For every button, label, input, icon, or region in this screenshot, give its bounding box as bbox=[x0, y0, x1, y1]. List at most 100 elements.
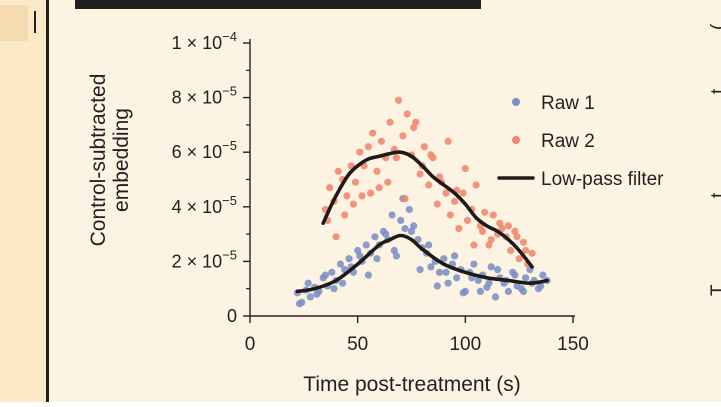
raw2-point bbox=[446, 211, 454, 219]
raw1-point bbox=[339, 279, 347, 287]
raw1-point bbox=[491, 293, 500, 301]
raw2-point bbox=[472, 181, 480, 189]
raw2-point bbox=[485, 241, 493, 249]
x-tick-label: 50 bbox=[347, 334, 368, 355]
legend-raw2-marker bbox=[512, 136, 520, 144]
y-tick-label: 4 × 10−5 bbox=[172, 193, 237, 217]
raw1-point bbox=[313, 290, 321, 298]
panel-background bbox=[48, 0, 721, 402]
raw2-point bbox=[455, 225, 463, 233]
raw2-point bbox=[479, 227, 487, 235]
raw2-point bbox=[504, 222, 512, 230]
raw1-point bbox=[345, 255, 353, 263]
raw1-point bbox=[494, 266, 502, 274]
raw2-point bbox=[498, 225, 506, 233]
raw1-point bbox=[485, 279, 493, 287]
raw1-point bbox=[321, 271, 329, 279]
raw1-point bbox=[371, 233, 379, 241]
x-tick-label: 100 bbox=[449, 334, 481, 355]
raw2-point bbox=[332, 233, 340, 241]
raw2-point bbox=[358, 192, 366, 200]
raw2-point bbox=[401, 195, 409, 203]
raw2-point bbox=[367, 189, 375, 197]
raw1-point bbox=[522, 274, 530, 282]
y-tick-label: 2 × 10−5 bbox=[172, 247, 237, 271]
raw2-point bbox=[420, 143, 428, 151]
raw2-point bbox=[416, 170, 424, 178]
x-ticks: 0 50 100 150 bbox=[245, 316, 589, 355]
left-strip-tick bbox=[34, 11, 36, 33]
raw1-point bbox=[405, 205, 413, 214]
raw2-point bbox=[351, 178, 360, 186]
raw2-point bbox=[403, 110, 411, 118]
raw1-point bbox=[474, 276, 482, 285]
x-tick-label: 0 bbox=[245, 334, 256, 355]
raw2-point bbox=[522, 246, 530, 255]
raw2-point bbox=[511, 227, 519, 235]
raw1-point bbox=[390, 246, 398, 255]
raw2-point bbox=[395, 96, 403, 104]
raw2-point bbox=[507, 246, 515, 255]
raw1-point bbox=[382, 230, 390, 238]
y-tick-label: 1 × 10−4 bbox=[172, 29, 237, 53]
raw1-point bbox=[504, 287, 512, 295]
left-strip-button bbox=[0, 5, 28, 41]
raw1-point bbox=[364, 271, 372, 279]
raw1-point bbox=[401, 225, 409, 233]
right-edge-fragment: T bbox=[708, 284, 721, 296]
raw1-point bbox=[416, 266, 424, 274]
raw2-point bbox=[412, 118, 420, 126]
raw1-point bbox=[425, 241, 433, 249]
raw1-point bbox=[354, 246, 362, 255]
raw1-point bbox=[470, 260, 478, 268]
raw2-point bbox=[519, 238, 528, 246]
y-axis-label: Control-subtracted embedding bbox=[87, 74, 133, 247]
raw2-point bbox=[410, 124, 418, 132]
raw2-point bbox=[341, 211, 349, 219]
raw2-point bbox=[470, 241, 478, 249]
axes bbox=[249, 39, 575, 317]
legend-filter-label: Low-pass filter bbox=[541, 169, 664, 190]
y-axis-label-line-1: Control-subtracted bbox=[87, 74, 110, 247]
y-tick-label: 6 × 10−5 bbox=[172, 138, 237, 162]
raw1-point bbox=[304, 279, 312, 287]
raw1-point bbox=[407, 227, 416, 235]
top-dark-bar bbox=[75, 0, 481, 9]
raw2-point bbox=[392, 154, 400, 162]
raw2-point bbox=[386, 118, 394, 126]
raw2-point bbox=[334, 167, 342, 175]
raw1-point bbox=[295, 300, 304, 308]
legend-raw1-marker bbox=[512, 98, 520, 106]
right-edge-fragment: ( bbox=[708, 23, 721, 30]
raw2-point bbox=[442, 189, 450, 197]
raw2-point bbox=[375, 184, 383, 192]
raw2-point bbox=[515, 255, 523, 263]
raw2-point bbox=[463, 216, 472, 224]
raw1-point bbox=[330, 285, 338, 293]
raw1-point bbox=[328, 268, 336, 276]
x-axis-label: Time post-treatment (s) bbox=[303, 373, 520, 396]
filter-line-raw1 bbox=[295, 233, 549, 294]
raw2-point bbox=[444, 137, 452, 145]
raw2-point bbox=[349, 200, 357, 208]
raw2-point bbox=[427, 151, 435, 159]
raw1-point bbox=[537, 282, 545, 290]
raw2-point bbox=[399, 132, 407, 140]
raw2-point bbox=[373, 167, 381, 175]
filter-line-raw2 bbox=[321, 150, 534, 269]
right-edge-fragment: t bbox=[708, 88, 721, 94]
right-edge-fragment: t bbox=[708, 192, 721, 198]
raw1-point bbox=[440, 255, 448, 263]
raw2-point bbox=[326, 184, 334, 192]
legend: Raw 1 Raw 2 Low-pass filter bbox=[497, 93, 664, 190]
raw2-point bbox=[481, 208, 489, 216]
raw1-point bbox=[539, 271, 547, 279]
raw1-point bbox=[306, 293, 314, 301]
raw2-point bbox=[489, 211, 497, 219]
raw1-point bbox=[373, 255, 381, 263]
left-strip bbox=[0, 0, 48, 402]
panel-divider bbox=[46, 0, 49, 402]
y-ticks: 0 2 × 10−5 4 × 10−5 6 × 10−5 8 × 10−5 1 × 10−… bbox=[172, 29, 250, 326]
raw1-point bbox=[356, 252, 364, 260]
